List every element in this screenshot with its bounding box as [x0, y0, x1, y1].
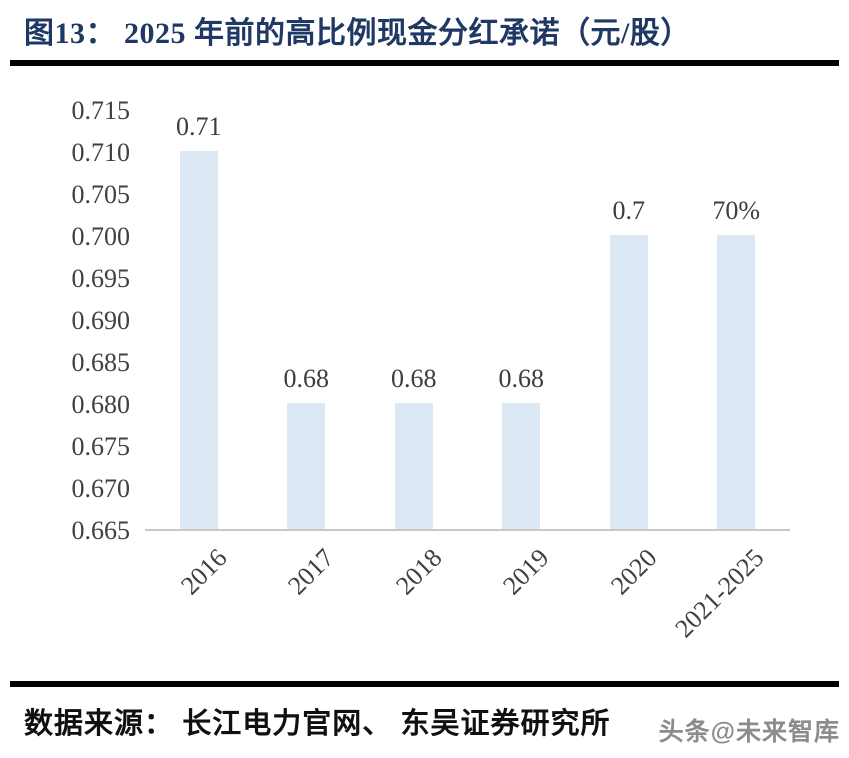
top-divider-rule [10, 60, 839, 66]
bar-2020 [609, 235, 648, 529]
bar-2019 [502, 403, 541, 529]
watermark: 头条@未来智库 [658, 718, 840, 746]
bar-value-label: 0.68 [283, 364, 330, 393]
figure-title: 图13： 2025 年前的高比例现金分红承诺（元/股） [24, 17, 691, 50]
bar-2016 [179, 151, 218, 529]
y-axis-tick-label: 0.680 [71, 390, 131, 419]
y-axis: 0.715 0.710 0.705 0.700 0.695 0.690 0.685 0.680… [40, 98, 131, 544]
bar-value-label: 0.71 [176, 112, 222, 141]
y-axis-tick-label: 0.690 [71, 306, 131, 335]
bar-chart-plot-area: 0.71 0.68 0.68 0.68 0.7 70% [145, 111, 790, 531]
bottom-divider-rule [10, 681, 839, 687]
y-axis-tick-label: 0.695 [71, 264, 131, 293]
bar-2021-2025 [717, 235, 756, 529]
y-axis-tick-label: 0.670 [71, 474, 131, 503]
y-axis-tick-label: 0.685 [71, 348, 131, 377]
y-axis-tick-label: 0.675 [71, 432, 131, 461]
y-axis-tick-label: 0.665 [71, 516, 131, 545]
y-axis-tick-label: 0.715 [71, 96, 131, 125]
data-source-note: 数据来源： 长江电力官网、 东吴证券研究所 [24, 708, 611, 740]
x-axis: 2016 2017 2018 2019 2020 2021-2025 [145, 533, 790, 663]
y-axis-tick-label: 0.710 [71, 138, 131, 167]
y-axis-tick-label: 0.700 [71, 222, 131, 251]
bar-value-label: 70% [712, 196, 761, 225]
bar-value-label: 0.68 [391, 364, 437, 393]
bar-value-label: 0.7 [612, 196, 646, 225]
y-axis-tick-label: 0.705 [71, 180, 131, 209]
bar-2018 [394, 403, 433, 529]
bar-value-label: 0.68 [498, 364, 545, 393]
bar-2017 [287, 403, 326, 529]
